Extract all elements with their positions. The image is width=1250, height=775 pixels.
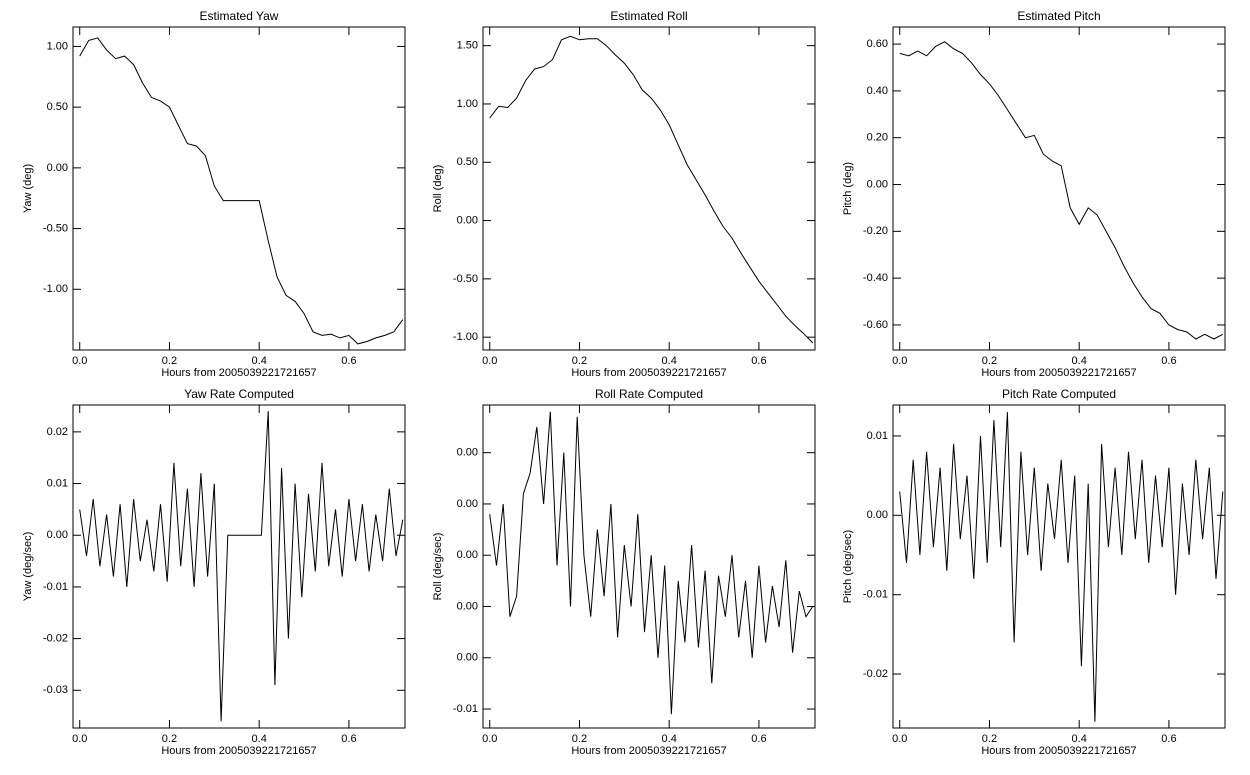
x-axis-label: Hours from 2005039221721657 [981,745,1136,757]
y-tick-label: -0.50 [453,273,478,285]
y-tick-label: 0.00 [457,447,478,459]
x-tick-label: 0.0 [892,733,907,745]
subplot-title: Estimated Yaw [200,9,279,23]
y-tick-label: 0.00 [47,162,68,174]
plot-frame [482,26,816,351]
y-tick-label: 0.40 [867,85,888,97]
x-axis-label: Hours from 2005039221721657 [571,367,726,379]
x-tick-label: 0.2 [162,733,177,745]
data-line [489,35,814,344]
y-tick-label: 0.00 [47,529,68,541]
x-tick-label: 0.6 [1161,733,1176,745]
y-tick-label: -0.40 [863,272,888,284]
x-tick-label: 0.0 [482,733,497,745]
subplot: Estimated Yaw Hours from 2005039221721657… [22,9,406,379]
plot-frame [72,26,406,351]
data-line [899,41,1224,340]
data-line [79,411,404,722]
y-tick-label: 1.00 [47,40,68,52]
data-line [899,412,1224,722]
subplot-title: Estimated Roll [610,9,687,23]
x-tick-label: 0.4 [1072,733,1087,745]
y-tick-label: -0.01 [863,589,888,601]
y-tick-label: 0.01 [47,477,68,489]
x-tick-label: 0.4 [662,733,677,745]
subplot-title: Yaw Rate Computed [184,387,294,401]
x-tick-label: 0.6 [751,733,766,745]
y-tick-label: 0.00 [867,509,888,521]
y-tick-label: 0.60 [867,38,888,50]
y-tick-label: 0.50 [47,101,68,113]
x-tick-label: 0.2 [982,355,997,367]
y-axis-label: Yaw (deg/sec) [22,532,34,602]
y-tick-label: -0.02 [863,668,888,680]
y-tick-label: 1.00 [457,98,478,110]
subplot-title: Pitch Rate Computed [1002,387,1116,401]
y-tick-label: 0.20 [867,132,888,144]
subplot: Pitch Rate Computed Hours from 2005039221… [842,387,1226,757]
y-tick-label: 0.00 [867,178,888,190]
subplot-title: Estimated Pitch [1017,9,1100,23]
x-tick-label: 0.4 [1072,355,1087,367]
x-tick-label: 0.2 [162,355,177,367]
y-tick-label: -0.60 [863,319,888,331]
subplot: Yaw Rate Computed Hours from 200503922172… [22,387,406,757]
x-tick-label: 0.6 [751,355,766,367]
plot-frame [482,404,816,729]
x-tick-label: 0.0 [892,355,907,367]
y-axis-label: Pitch (deg) [842,162,854,215]
y-tick-label: 0.00 [457,652,478,664]
y-tick-label: -0.03 [43,684,68,696]
data-line [79,37,404,345]
x-axis-label: Hours from 2005039221721657 [161,367,316,379]
y-tick-label: 0.00 [457,549,478,561]
x-tick-label: 0.2 [982,733,997,745]
y-axis-label: Roll (deg) [432,165,444,213]
x-tick-label: 0.2 [572,733,587,745]
y-tick-label: 0.01 [867,430,888,442]
plot-frame [892,404,1226,729]
x-tick-label: 0.2 [572,355,587,367]
x-tick-label: 0.6 [341,355,356,367]
x-tick-label: 0.0 [72,733,87,745]
plot-frame [892,26,1226,351]
y-tick-label: -0.20 [863,225,888,237]
y-axis-label: Yaw (deg) [22,164,34,213]
y-tick-label: 1.50 [457,40,478,52]
y-tick-label: -1.00 [453,331,478,343]
subplot: Estimated Pitch Hours from 20050392217216… [842,9,1226,379]
y-tick-label: -0.01 [453,703,478,715]
x-tick-label: 0.6 [341,733,356,745]
subplot: Roll Rate Computed Hours from 20050392217… [432,387,816,757]
y-axis-label: Pitch (deg/sec) [842,530,854,603]
y-tick-label: 0.00 [457,214,478,226]
x-tick-label: 0.0 [482,355,497,367]
y-tick-label: -0.01 [43,581,68,593]
subplot: Estimated Roll Hours from 200503922172165… [432,9,816,379]
x-tick-label: 0.0 [72,355,87,367]
x-axis-label: Hours from 2005039221721657 [981,367,1136,379]
data-line [489,411,814,715]
y-tick-label: -1.00 [43,283,68,295]
y-tick-label: -0.02 [43,632,68,644]
x-tick-label: 0.4 [252,733,267,745]
x-tick-label: 0.4 [252,355,267,367]
x-axis-label: Hours from 2005039221721657 [571,745,726,757]
x-tick-label: 0.6 [1161,355,1176,367]
x-tick-label: 0.4 [662,355,677,367]
plot-frame [72,404,406,729]
y-tick-label: 0.50 [457,156,478,168]
y-tick-label: 0.00 [457,600,478,612]
x-axis-label: Hours from 2005039221721657 [161,745,316,757]
subplot-title: Roll Rate Computed [595,387,703,401]
y-tick-label: -0.50 [43,222,68,234]
y-tick-label: 0.00 [457,498,478,510]
y-tick-label: 0.02 [47,426,68,438]
y-axis-label: Roll (deg/sec) [432,533,444,601]
